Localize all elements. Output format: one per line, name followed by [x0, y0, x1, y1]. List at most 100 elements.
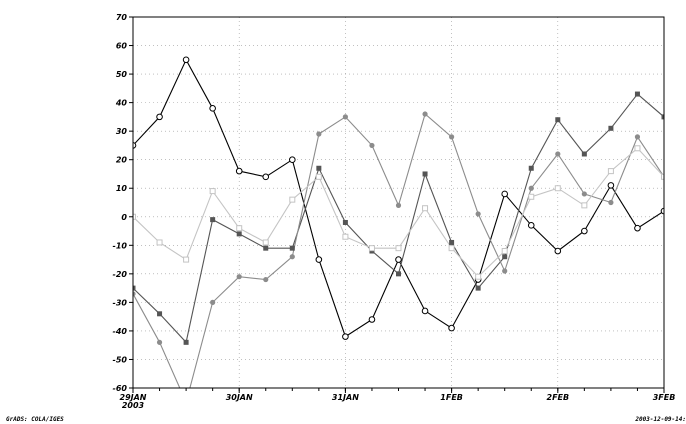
x-tick-label: 2FEB — [547, 393, 570, 402]
data-point — [661, 173, 664, 180]
data-point — [133, 213, 136, 220]
data-point — [156, 339, 163, 345]
data-point — [607, 168, 614, 175]
data-point — [608, 199, 614, 206]
grid-lines — [133, 17, 664, 388]
data-point — [368, 316, 376, 323]
data-point — [342, 114, 348, 120]
series-markers — [133, 56, 664, 405]
data-point — [528, 193, 535, 200]
data-point — [262, 239, 269, 246]
data-point — [555, 151, 561, 157]
data-point — [368, 245, 375, 252]
data-point — [342, 333, 349, 340]
data-point — [660, 207, 664, 215]
data-point — [475, 285, 481, 291]
y-tick-label: 0 — [121, 213, 127, 222]
data-point — [157, 311, 163, 317]
data-point — [581, 191, 587, 197]
data-point — [448, 245, 455, 252]
data-point — [183, 256, 190, 263]
data-point — [502, 254, 508, 260]
y-tick-label: -20 — [113, 270, 128, 279]
data-point — [262, 173, 270, 181]
x-tick-label: 29JAN — [120, 393, 147, 402]
data-point — [528, 165, 534, 171]
data-point — [554, 247, 562, 255]
y-tick-label: 30 — [116, 127, 128, 136]
data-point — [608, 125, 614, 131]
data-point — [422, 111, 428, 117]
data-point — [422, 205, 429, 212]
data-point — [422, 171, 428, 177]
data-point — [581, 151, 587, 157]
data-point — [209, 188, 216, 195]
y-tick-label: -60 — [113, 384, 128, 393]
data-point — [289, 156, 296, 163]
data-point — [316, 165, 322, 171]
y-tick-label: 60 — [116, 42, 128, 51]
data-point — [236, 225, 243, 232]
data-point — [501, 248, 508, 255]
data-point — [235, 167, 243, 175]
plot-frame — [132, 16, 665, 389]
data-point — [133, 291, 136, 297]
footer-credit: GrADS: COLA/IGES — [6, 416, 64, 423]
x-tick-label: 31JAN — [332, 393, 359, 402]
data-point — [263, 276, 269, 283]
data-point — [396, 271, 401, 277]
y-tick-label: -40 — [113, 327, 128, 336]
x-tick-label: 30JAN — [226, 393, 253, 402]
data-point — [209, 105, 216, 112]
data-point — [448, 324, 455, 332]
x-tick-label: 3FEB — [653, 393, 676, 402]
y-axis: -60 -50 -40 -30 -20 -10 0 10 20 30 40 50 60 70 — [113, 13, 133, 393]
data-point — [502, 268, 508, 274]
data-point — [555, 117, 561, 123]
data-point — [289, 245, 295, 251]
data-point — [183, 339, 189, 345]
x-tick-label: 1FEB — [440, 393, 463, 402]
data-point — [210, 217, 216, 223]
data-point — [581, 227, 588, 235]
y-tick-label: -10 — [113, 241, 128, 250]
data-point — [581, 202, 588, 209]
data-point — [634, 145, 641, 152]
data-point — [133, 285, 136, 291]
data-point — [475, 211, 481, 217]
data-point — [156, 113, 163, 121]
data-point — [210, 299, 216, 305]
data-point — [634, 134, 641, 140]
y-tick-label: 50 — [116, 70, 128, 79]
data-point — [449, 239, 455, 245]
data-point — [475, 273, 482, 280]
data-point — [236, 274, 242, 280]
x-tick-sublabel: 2003 — [122, 401, 145, 410]
data-point — [661, 114, 664, 120]
y-tick-label: -30 — [113, 298, 128, 307]
data-point — [501, 190, 509, 198]
data-point — [421, 307, 429, 315]
data-point — [342, 219, 348, 225]
data-point — [315, 256, 323, 263]
data-point — [342, 233, 349, 240]
data-point — [527, 222, 535, 229]
y-tick-label: 70 — [116, 13, 128, 22]
data-point — [634, 91, 640, 97]
data-point — [554, 185, 561, 192]
data-point — [289, 254, 295, 260]
data-point — [263, 245, 269, 251]
data-point — [315, 173, 322, 180]
y-tick-label: 20 — [116, 156, 128, 165]
data-point — [395, 256, 402, 263]
data-point — [449, 134, 455, 140]
data-point — [156, 239, 163, 246]
data-point — [634, 224, 641, 232]
data-point — [184, 400, 189, 405]
data-point — [395, 245, 402, 252]
y-tick-label: 10 — [116, 184, 128, 193]
y-tick-label: -50 — [113, 355, 128, 364]
data-point — [133, 142, 137, 149]
